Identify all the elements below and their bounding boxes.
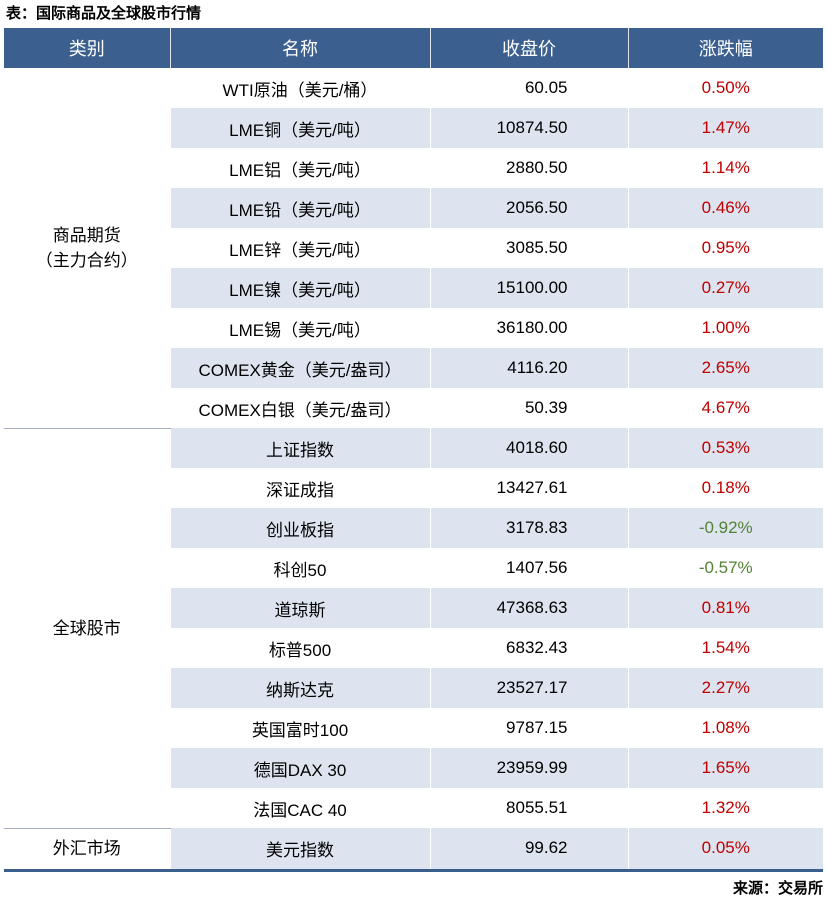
change-percent: 1.47% [627, 108, 823, 148]
close-price: 47368.63 [429, 588, 628, 628]
close-price: 99.62 [429, 828, 628, 870]
instrument-name: LME镍（美元/吨） [169, 268, 430, 308]
change-percent: 4.67% [627, 388, 823, 428]
instrument-name: 法国CAC 40 [169, 788, 430, 828]
table-row: COMEX黄金（美元/盎司） 4116.20 2.65% [4, 348, 823, 388]
table-row: 全球股市 上证指数 4018.60 0.53% [4, 428, 823, 829]
table-row: LME锌（美元/吨） 3085.50 0.95% [4, 228, 823, 268]
header-category: 类别 [4, 28, 170, 68]
change-percent: 0.53% [627, 428, 823, 468]
instrument-name: 上证指数 [169, 428, 430, 468]
instrument-name: 创业板指 [169, 508, 430, 548]
close-price: 13427.61 [429, 468, 628, 508]
close-price: 15100.00 [429, 268, 628, 308]
table-row: LME铅（美元/吨） 2056.50 0.46% [4, 188, 823, 228]
instrument-name: 德国DAX 30 [169, 748, 430, 788]
close-price: 36180.00 [429, 308, 628, 348]
header-close: 收盘价 [429, 28, 628, 68]
change-percent: 2.27% [627, 668, 823, 708]
change-percent: 0.46% [627, 188, 823, 228]
close-price: 2880.50 [429, 148, 628, 188]
table-title: 表：国际商品及全球股市行情 [6, 5, 202, 22]
change-percent: -0.92% [627, 508, 823, 548]
change-percent: 1.00% [627, 308, 823, 348]
category-cell: 商品期货 （主力合约） [4, 68, 170, 429]
category-line: 商品期货 [52, 225, 121, 245]
table-row: 纳斯达克 23527.17 2.27% [4, 668, 823, 708]
change-percent: 0.95% [627, 228, 823, 268]
instrument-name: 纳斯达克 [169, 668, 430, 708]
market-table: 类别 名称 收盘价 涨跌幅 商品期货 （主力合约） WTI原油（美元/桶） 60.05… [4, 28, 823, 872]
close-price: 23527.17 [429, 668, 628, 708]
instrument-name: LME铜（美元/吨） [169, 108, 430, 148]
close-price: 8055.51 [429, 788, 628, 828]
instrument-name: 美元指数 [169, 828, 430, 870]
table-row: 标普500 6832.43 1.54% [4, 628, 823, 668]
close-price: 4116.20 [429, 348, 628, 388]
change-percent: 0.50% [627, 68, 823, 108]
change-percent: 2.65% [627, 348, 823, 388]
category-cell: 全球股市 [4, 428, 170, 829]
table-row: 深证成指 13427.61 0.18% [4, 468, 823, 508]
source-note: 来源：交易所 [732, 879, 823, 897]
table-row: 英国富时100 9787.15 1.08% [4, 708, 823, 748]
table-row: 创业板指 3178.83 -0.92% [4, 508, 823, 548]
table-row: 法国CAC 40 8055.51 1.32% [4, 788, 823, 828]
change-percent: -0.57% [627, 548, 823, 588]
change-percent: 0.27% [627, 268, 823, 308]
close-price: 50.39 [429, 388, 628, 428]
instrument-name: LME锌（美元/吨） [169, 228, 430, 268]
change-percent: 0.18% [627, 468, 823, 508]
table-row: COMEX白银（美元/盎司） 50.39 4.67% [4, 388, 823, 428]
instrument-name: COMEX白银（美元/盎司） [169, 388, 430, 428]
instrument-name: COMEX黄金（美元/盎司） [169, 348, 430, 388]
category-cell: 外汇市场 [4, 828, 170, 870]
change-percent: 1.65% [627, 748, 823, 788]
instrument-name: LME铅（美元/吨） [169, 188, 430, 228]
change-percent: 1.14% [627, 148, 823, 188]
close-price: 4018.60 [429, 428, 628, 468]
instrument-name: 标普500 [169, 628, 430, 668]
instrument-name: LME锡（美元/吨） [169, 308, 430, 348]
close-price: 1407.56 [429, 548, 628, 588]
instrument-name: 道琼斯 [169, 588, 430, 628]
header-change: 涨跌幅 [627, 28, 823, 68]
close-price: 9787.15 [429, 708, 628, 748]
instrument-name: 科创50 [169, 548, 430, 588]
table-row: LME铝（美元/吨） 2880.50 1.14% [4, 148, 823, 188]
change-percent: 0.81% [627, 588, 823, 628]
close-price: 3085.50 [429, 228, 628, 268]
category-line: （主力合约） [35, 250, 138, 270]
change-percent: 1.54% [627, 628, 823, 668]
table-row: 道琼斯 47368.63 0.81% [4, 588, 823, 628]
page: 表：国际商品及全球股市行情 类别 名称 收盘价 涨跌幅 商品期货 （主力合约） WT… [0, 6, 827, 898]
close-price: 23959.99 [429, 748, 628, 788]
close-price: 6832.43 [429, 628, 628, 668]
instrument-name: LME铝（美元/吨） [169, 148, 430, 188]
category-line: 全球股市 [52, 618, 121, 638]
change-percent: 0.05% [627, 828, 823, 870]
close-price: 10874.50 [429, 108, 628, 148]
instrument-name: 深证成指 [169, 468, 430, 508]
table-row: 外汇市场 美元指数 99.62 0.05% [4, 828, 823, 870]
table-row: 科创50 1407.56 -0.57% [4, 548, 823, 588]
table-row: LME锡（美元/吨） 36180.00 1.00% [4, 308, 823, 348]
category-line: 外汇市场 [52, 839, 121, 858]
instrument-name: 英国富时100 [169, 708, 430, 748]
table-row: LME镍（美元/吨） 15100.00 0.27% [4, 268, 823, 308]
table-row: LME铜（美元/吨） 10874.50 1.47% [4, 108, 823, 148]
change-percent: 1.08% [627, 708, 823, 748]
close-price: 3178.83 [429, 508, 628, 548]
close-price: 2056.50 [429, 188, 628, 228]
change-percent: 1.32% [627, 788, 823, 828]
close-price: 60.05 [429, 68, 628, 108]
instrument-name: WTI原油（美元/桶） [169, 68, 430, 108]
table-row: 商品期货 （主力合约） WTI原油（美元/桶） 60.05 0.50% [4, 68, 823, 429]
header-name: 名称 [169, 28, 430, 68]
header-row: 类别 名称 收盘价 涨跌幅 [4, 28, 823, 68]
table-row: 德国DAX 30 23959.99 1.65% [4, 748, 823, 788]
